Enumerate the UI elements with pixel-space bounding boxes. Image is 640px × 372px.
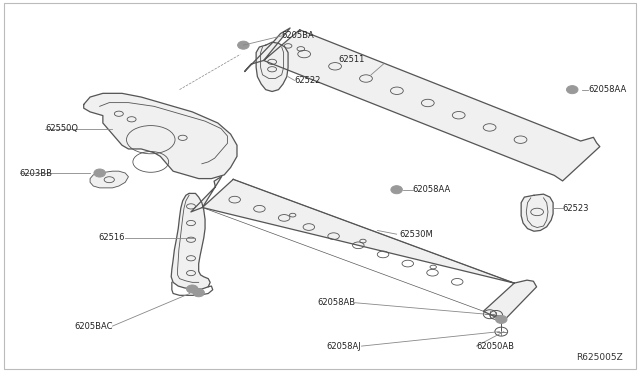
Ellipse shape bbox=[193, 289, 204, 297]
Ellipse shape bbox=[237, 41, 249, 49]
Polygon shape bbox=[84, 93, 237, 179]
Text: R625005Z: R625005Z bbox=[577, 353, 623, 362]
Text: 62516: 62516 bbox=[99, 233, 125, 243]
Ellipse shape bbox=[495, 315, 507, 323]
Ellipse shape bbox=[391, 186, 403, 194]
Ellipse shape bbox=[186, 285, 198, 293]
Text: 6205BA: 6205BA bbox=[282, 31, 314, 41]
Text: 6203BB: 6203BB bbox=[20, 169, 53, 177]
Text: 6205BAC: 6205BAC bbox=[74, 321, 113, 331]
Text: 62058AA: 62058AA bbox=[588, 85, 627, 94]
Text: 62058AA: 62058AA bbox=[413, 185, 451, 194]
Ellipse shape bbox=[94, 169, 106, 177]
Polygon shape bbox=[521, 194, 553, 231]
Text: 62530M: 62530M bbox=[400, 230, 433, 240]
Polygon shape bbox=[256, 42, 288, 92]
Polygon shape bbox=[90, 171, 129, 188]
Text: 62550Q: 62550Q bbox=[45, 124, 78, 133]
Polygon shape bbox=[172, 193, 210, 289]
Text: 62058AJ: 62058AJ bbox=[327, 341, 362, 350]
Text: 62511: 62511 bbox=[339, 55, 365, 64]
Text: 62522: 62522 bbox=[294, 76, 321, 85]
Polygon shape bbox=[244, 28, 600, 181]
Polygon shape bbox=[191, 176, 536, 319]
Text: 62058AB: 62058AB bbox=[317, 298, 355, 307]
Text: 62523: 62523 bbox=[563, 204, 589, 213]
Text: 62050AB: 62050AB bbox=[476, 341, 515, 350]
Ellipse shape bbox=[566, 86, 578, 94]
